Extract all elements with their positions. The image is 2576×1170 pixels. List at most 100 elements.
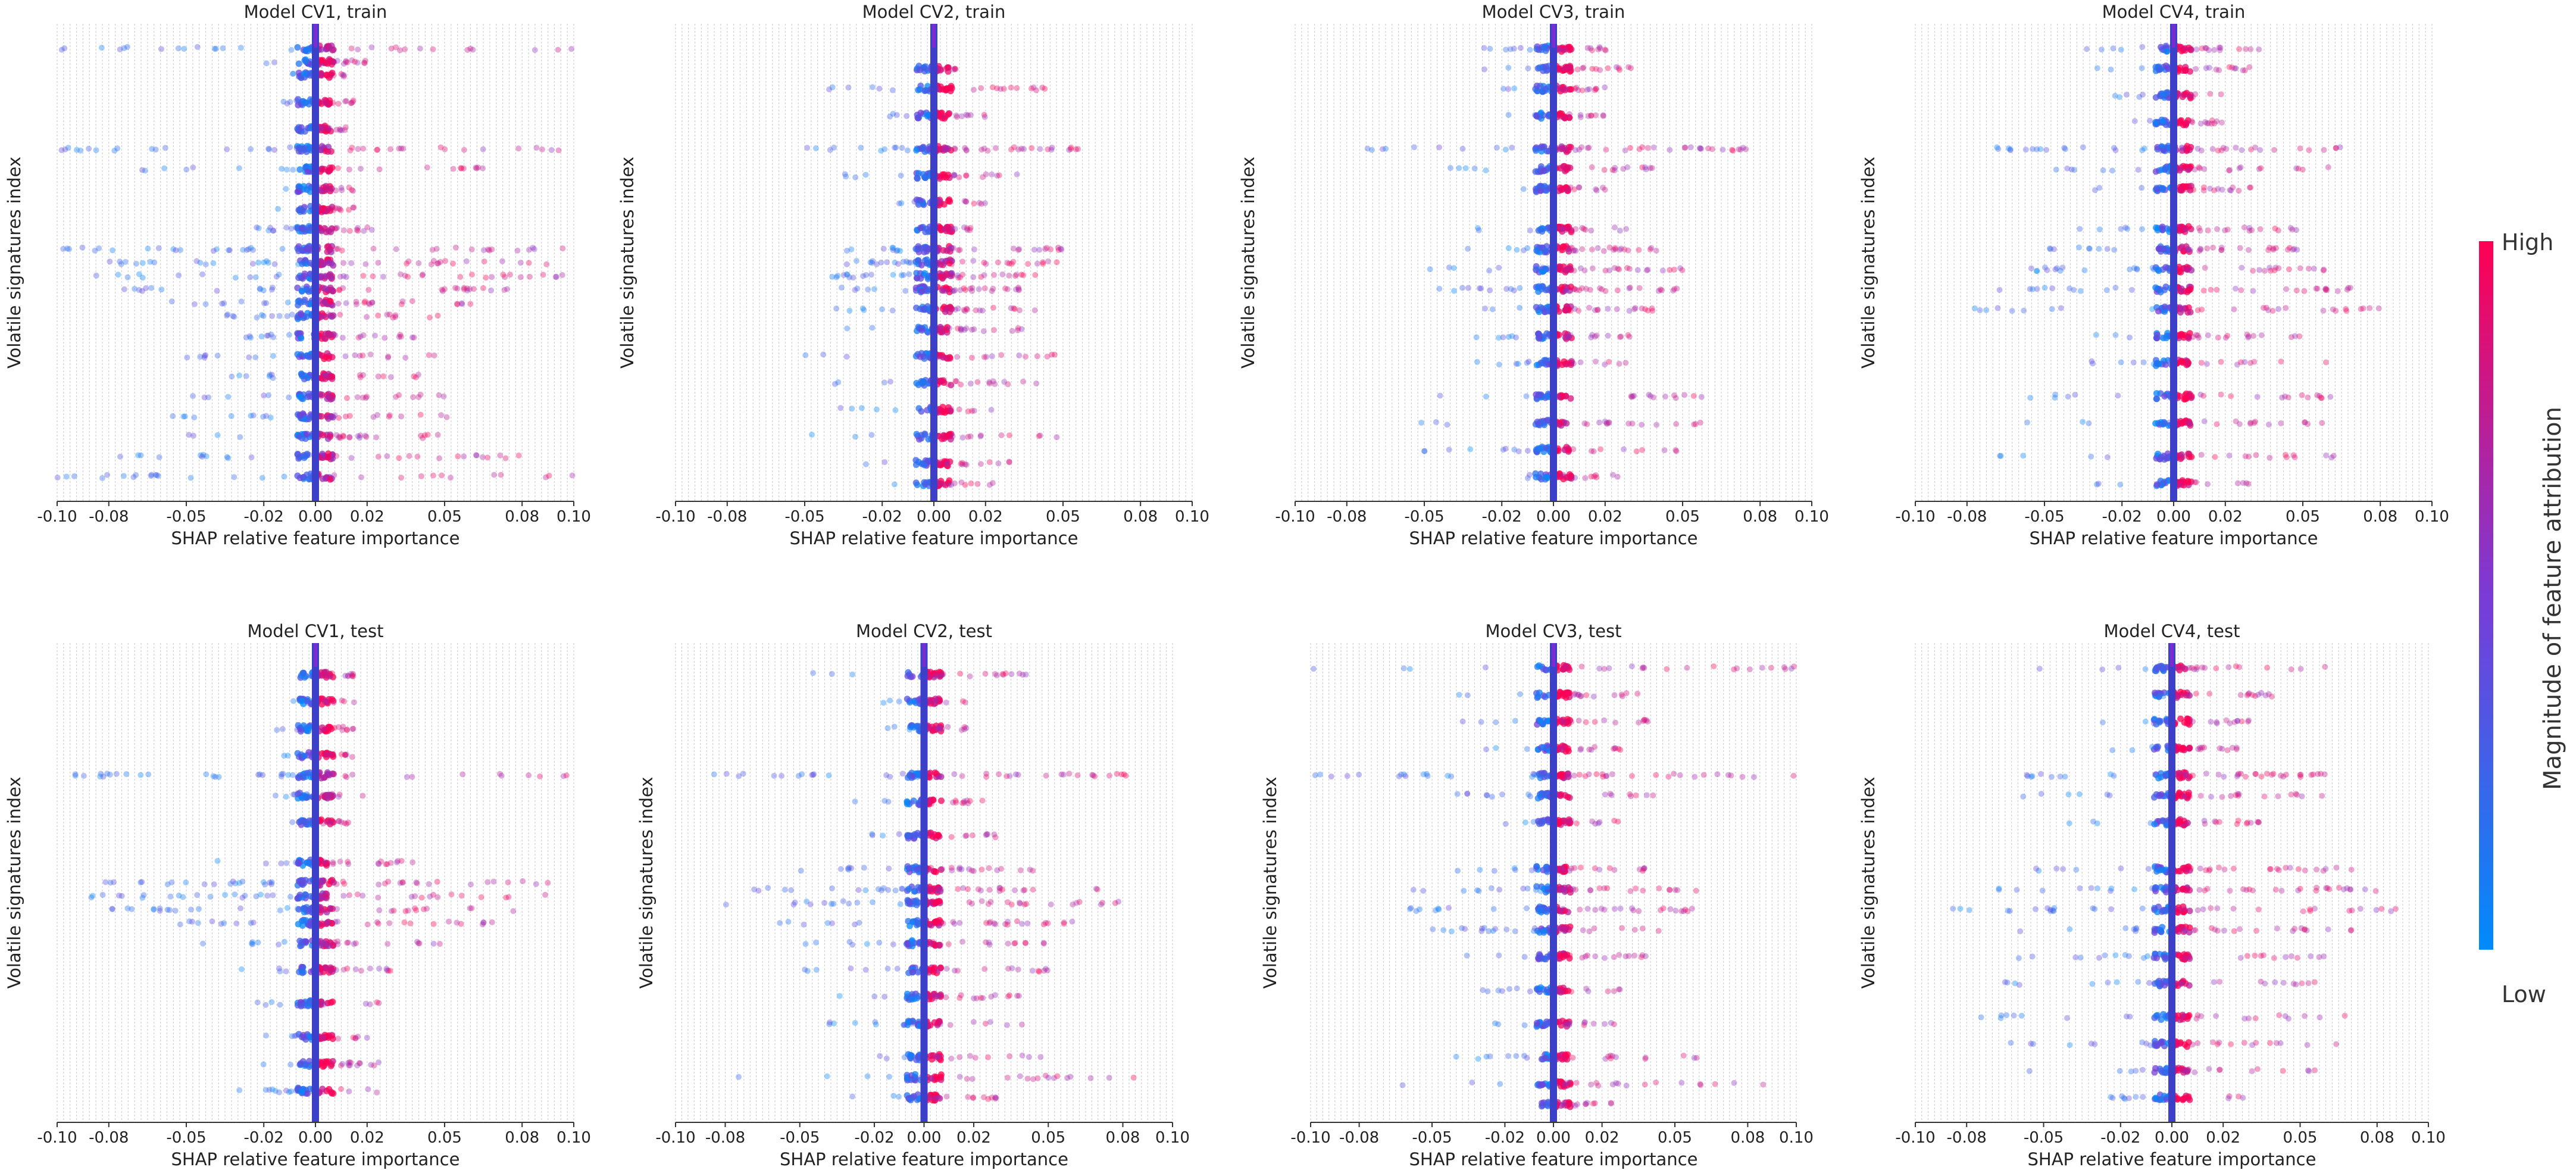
shap-point [254,224,260,231]
shap-point [393,246,399,252]
shap-point [124,43,130,50]
shap-point [271,59,277,65]
shap-point [321,285,329,292]
shap-point [505,894,512,900]
shap-point [396,392,402,398]
x-axis-label: SHAP relative feature importance [790,528,1078,548]
shap-point [396,455,402,461]
shap-point [2216,44,2222,51]
shap-point [339,247,345,254]
shap-point [2130,359,2137,366]
shap-point [2263,304,2269,311]
shap-point [296,393,303,400]
shap-point [2067,285,2073,292]
shap-point [868,272,874,278]
shap-point [2199,306,2205,313]
shap-point [1505,64,1512,71]
shap-point [873,406,880,413]
shap-point [971,200,977,207]
shap-point [2250,333,2256,339]
shap-point [941,260,948,266]
shap-point [489,246,495,252]
shap-point [294,43,301,51]
shap-point [517,260,524,266]
shap-point [913,270,920,277]
shap-point [1639,422,1645,428]
shap-point [324,301,330,308]
shap-point [328,71,334,77]
shap-point [168,298,175,305]
shap-point [846,307,853,314]
shap-point [340,432,346,439]
shap-point [1996,286,2003,293]
shap-point [2236,421,2243,428]
shap-point [307,286,313,292]
shap-point [376,881,382,888]
shap-point [967,112,974,118]
shap-point [396,333,402,340]
shap-point [330,72,337,79]
shap-point [1496,361,1502,368]
shap-point [2323,452,2330,458]
shap-point [114,145,121,152]
shap-point [904,258,910,265]
shap-point [279,245,286,252]
shap-point [275,205,282,212]
shap-point [329,226,336,232]
shap-point [2152,224,2159,231]
shap-point [2287,224,2294,231]
shap-point [387,146,394,152]
shap-point [953,113,959,119]
shap-point [364,224,371,230]
shap-point [2180,121,2187,129]
shap-point [139,260,146,266]
shap-point [2252,419,2259,425]
shap-point [1580,226,1587,232]
shap-point [297,246,304,252]
shap-point [142,167,148,174]
shap-point [959,434,966,441]
shap-point [2149,306,2155,313]
shap-point [248,335,254,341]
shap-point [2104,246,2111,252]
shap-point [450,166,457,172]
shap-point [340,227,347,233]
shap-point [1571,247,1578,254]
shap-point [2075,244,2082,251]
shap-point [318,70,325,77]
shap-point [307,224,313,231]
shap-point [845,85,852,91]
shap-point [2261,267,2268,274]
shap-point [300,285,307,292]
shap-point [300,183,307,190]
shap-point [2042,264,2048,271]
shap-point [420,271,426,277]
shap-point [2053,166,2059,173]
shap-point [2160,245,2167,252]
shap-point [961,285,967,292]
shap-point [1006,432,1013,439]
shap-point [922,229,929,236]
shap-point [2205,227,2211,233]
shap-point [2247,46,2254,52]
shap-point [355,227,361,234]
shap-point [232,274,239,281]
shap-point [1646,392,1652,398]
shap-point [326,259,333,266]
shap-point [330,207,337,214]
shap-point [302,891,310,898]
shap-point [1481,45,1487,51]
shap-point [338,71,345,77]
shap-point [280,770,286,777]
shap-point [350,188,357,194]
shap-point [265,227,272,234]
shap-point [1001,86,1007,92]
shap-point [330,861,336,868]
shap-point [1653,247,1659,254]
shap-point [2179,307,2186,313]
shap-point [1517,285,1523,291]
shap-point [219,300,226,307]
shap-point [71,473,77,479]
shap-point [2158,145,2165,151]
